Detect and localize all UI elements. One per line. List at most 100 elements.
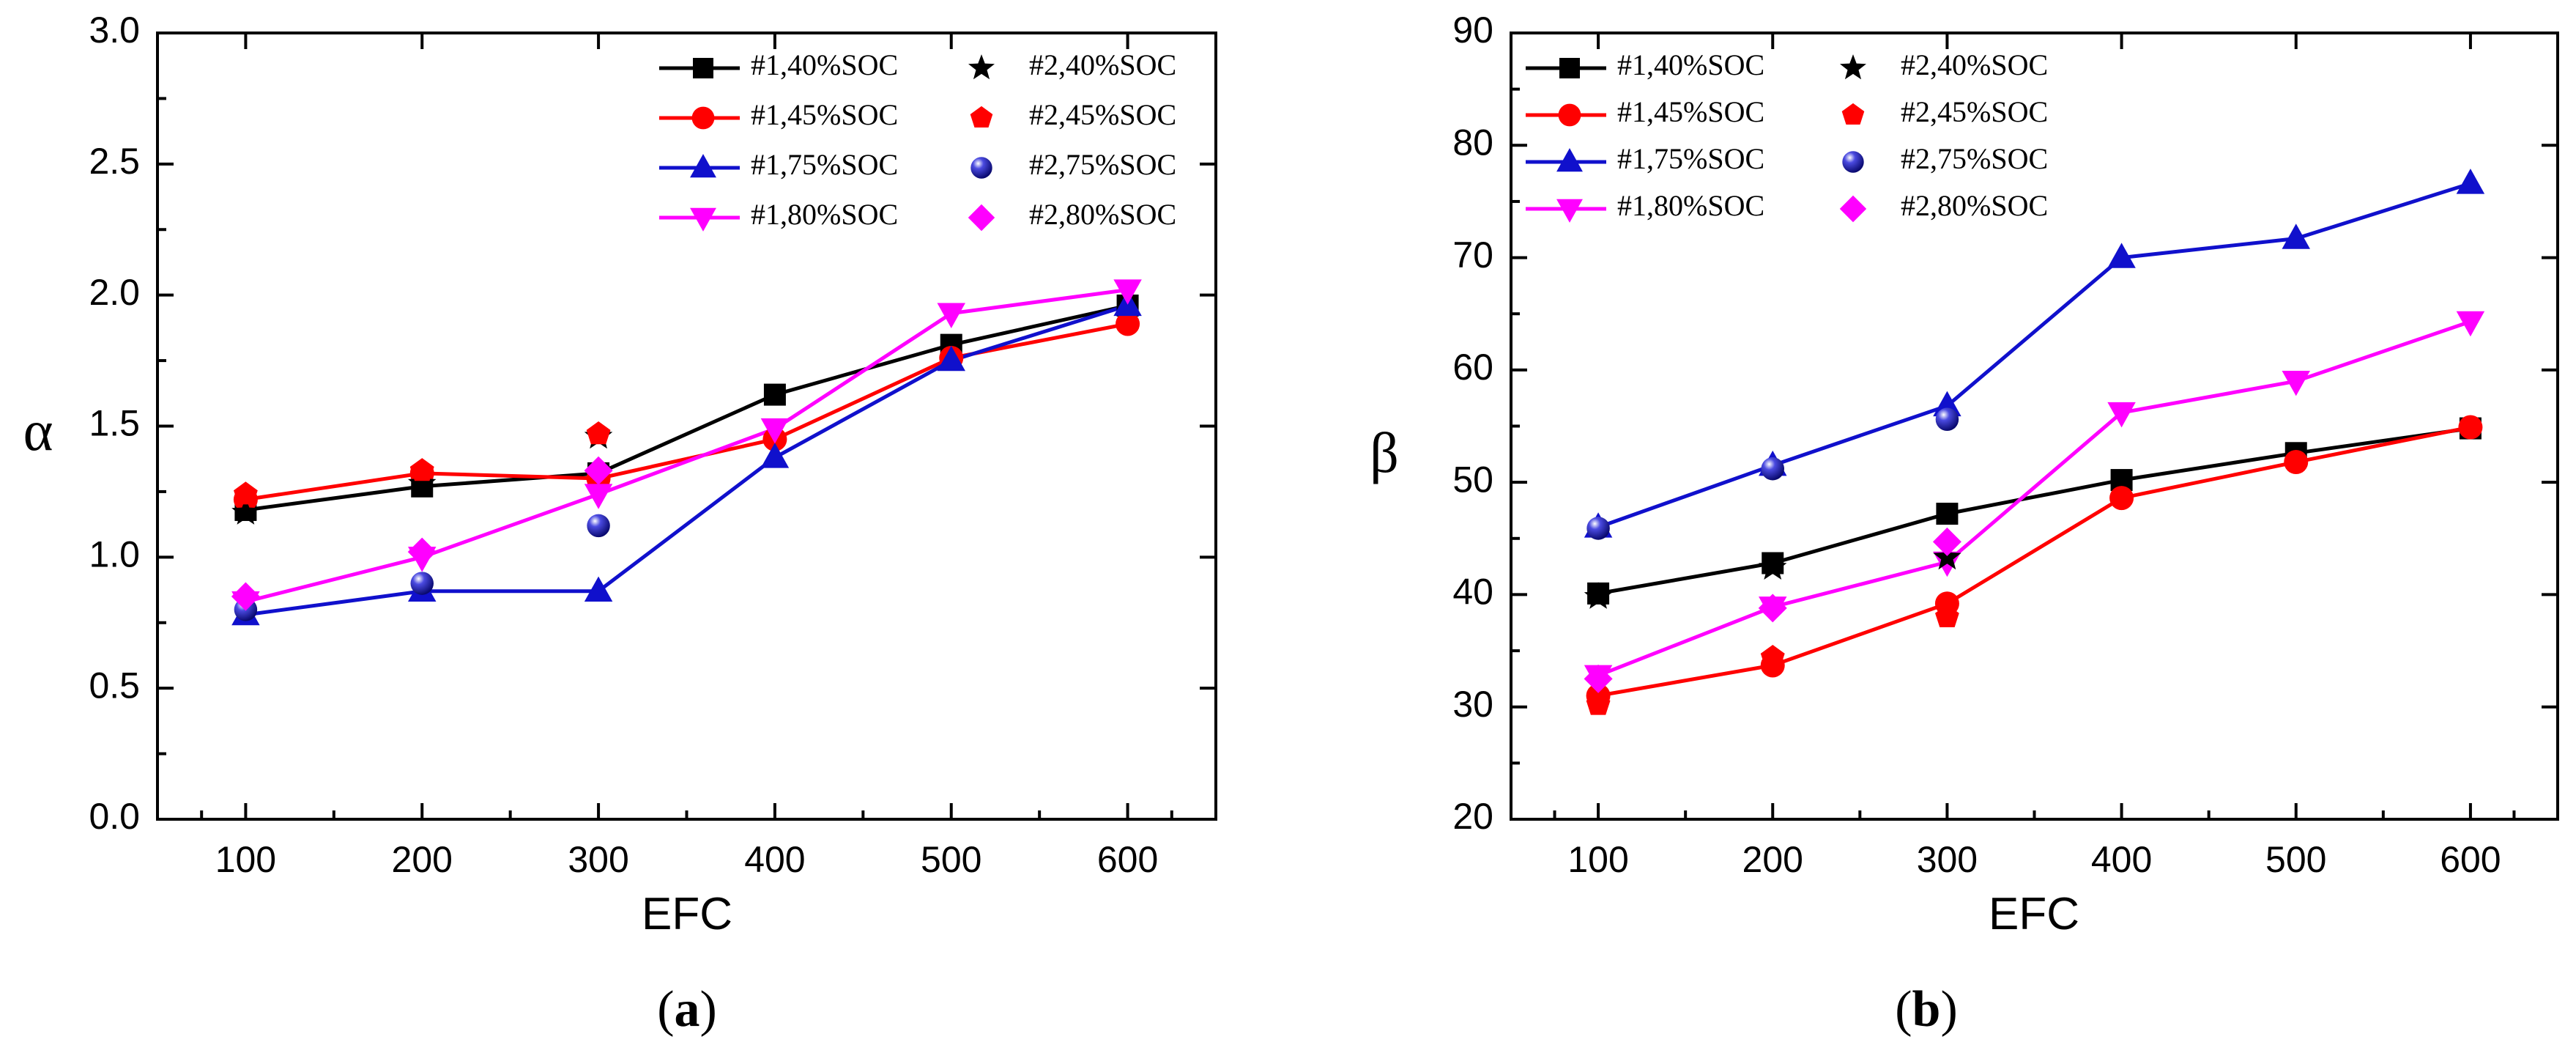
data-point-b-2-4 xyxy=(2282,223,2310,249)
legend-item-b-1: #1,45%SOC xyxy=(1526,95,1764,128)
legend-label-a-6: #2,75%SOC xyxy=(1029,148,1176,181)
legend-marker-b-5 xyxy=(1841,103,1865,125)
x-tick-label-a: 200 xyxy=(392,839,453,880)
data-point-b-4-0 xyxy=(1584,582,1613,609)
legend-label-a-4: #2,40%SOC xyxy=(1029,48,1176,81)
data-point-b-2-3 xyxy=(2107,243,2136,268)
x-tick-label-a: 300 xyxy=(568,839,628,880)
x-tick-label-a: 500 xyxy=(921,839,981,880)
series-line-b-1 xyxy=(1597,425,2471,698)
legend-item-a-4: #2,40%SOC xyxy=(968,48,1176,81)
data-point-a-4-0 xyxy=(231,498,260,525)
legend-label-b-0: #1,40%SOC xyxy=(1617,48,1764,81)
legend-marker-a-5 xyxy=(970,106,993,128)
data-point-b-1-3 xyxy=(2109,486,2134,511)
panel-label-a: (a) xyxy=(657,981,717,1038)
legend-marker-b-4 xyxy=(1840,54,1866,80)
plot-area-b: 100 200 300 400 500 600 20 30 40 50 60 70 80 90 xyxy=(1452,10,2559,880)
legend-marker-a-1 xyxy=(691,106,715,130)
x-axis-label-a: EFC xyxy=(642,889,732,939)
data-point-b-7-2 xyxy=(1932,527,1961,556)
x-axis-label-b: EFC xyxy=(1989,889,2079,939)
x-tick-label-b: 600 xyxy=(2440,839,2501,880)
y-axis-label-a: α xyxy=(23,399,53,462)
legend-item-b-2: #1,75%SOC xyxy=(1526,142,1764,175)
data-point-b-0-2 xyxy=(1936,503,1959,525)
legend-item-b-7: #2,80%SOC xyxy=(1839,189,2048,223)
y-tick-label-b: 60 xyxy=(1452,347,1493,388)
legend-label-a-7: #2,80%SOC xyxy=(1029,198,1176,231)
legend-label-b-2: #1,75%SOC xyxy=(1617,142,1764,175)
data-point-b-4-1 xyxy=(1759,553,1787,580)
x-tick-label-b: 400 xyxy=(2091,839,2152,880)
data-point-b-3-3 xyxy=(2107,402,2136,428)
data-point-b-3-5 xyxy=(2456,311,2485,337)
data-point-a-5-2 xyxy=(586,421,611,445)
legend-a: #1,40%SOC #1,45%SOC #1,75%SOC #1,80%SOC #2,4… xyxy=(659,48,1176,232)
x-tick-label-b: 500 xyxy=(2265,839,2326,880)
series-line-a-2 xyxy=(245,303,1129,617)
legend-item-a-0: #1,40%SOC xyxy=(659,48,898,81)
legend-item-a-3: #1,80%SOC xyxy=(659,198,898,232)
legend-label-b-7: #2,80%SOC xyxy=(1901,189,2048,222)
y-tick-label-a: 0.5 xyxy=(89,665,140,706)
x-tick-label-b: 100 xyxy=(1567,839,1628,880)
data-point-a-3-5 xyxy=(1113,279,1142,305)
legend-b: #1,40%SOC #1,45%SOC #1,75%SOC #1,80%SOC #2,4… xyxy=(1526,48,2048,223)
data-point-a-6-2 xyxy=(587,514,610,538)
data-point-a-2-4 xyxy=(937,345,965,372)
data-point-b-7-1 xyxy=(1758,594,1787,623)
legend-marker-b-7 xyxy=(1839,195,1867,223)
x-tick-label-a: 600 xyxy=(1097,839,1158,880)
y-tick-label-a: 0.0 xyxy=(89,796,140,837)
legend-label-a-0: #1,40%SOC xyxy=(751,48,898,81)
x-tick-label-b: 200 xyxy=(1742,839,1803,880)
data-point-b-3-4 xyxy=(2282,371,2310,396)
series-line-a-3 xyxy=(245,288,1128,604)
legend-label-b-4: #2,40%SOC xyxy=(1901,48,2048,81)
y-tick-label-b: 40 xyxy=(1452,572,1493,613)
x-tick-label-a: 100 xyxy=(215,839,276,880)
legend-item-b-0: #1,40%SOC xyxy=(1526,48,1764,81)
y-tick-label-b: 30 xyxy=(1452,684,1493,725)
legend-label-a-2: #1,75%SOC xyxy=(751,148,898,181)
data-point-a-6-1 xyxy=(410,572,434,595)
legend-label-b-3: #1,80%SOC xyxy=(1617,189,1764,222)
legend-label-b-6: #2,75%SOC xyxy=(1901,142,2048,175)
plot-area-a: 100 200 300 400 500 600 0.0 0.5 1.0 1.5 2.0 2.5 3.0 xyxy=(89,10,1217,880)
y-tick-label-a: 3.0 xyxy=(89,10,140,51)
x-tick-label-a: 400 xyxy=(744,839,805,880)
y-axis-label-b: β xyxy=(1370,421,1399,484)
legend-marker-b-6 xyxy=(1842,151,1864,173)
y-tick-label-a: 1.0 xyxy=(89,534,140,575)
legend-marker-a-6 xyxy=(970,157,992,179)
data-point-a-2-2 xyxy=(584,576,613,602)
legend-marker-a-2 xyxy=(690,154,716,178)
data-point-a-0-3 xyxy=(763,383,786,406)
series-line-b-2 xyxy=(1597,182,2471,529)
legend-marker-a-4 xyxy=(968,54,995,80)
data-point-a-5-1 xyxy=(409,458,434,481)
data-point-b-6-0 xyxy=(1586,517,1610,540)
y-tick-label-a: 1.5 xyxy=(89,403,140,444)
data-point-a-7-0 xyxy=(231,582,260,611)
y-tick-label-b: 70 xyxy=(1452,234,1493,276)
legend-item-a-1: #1,45%SOC xyxy=(659,98,898,131)
y-tick-label-b: 20 xyxy=(1452,796,1493,837)
legend-label-a-3: #1,80%SOC xyxy=(751,198,898,231)
series-line-b-3 xyxy=(1597,319,2471,678)
y-tick-label-a: 2.5 xyxy=(89,141,140,182)
data-point-b-6-2 xyxy=(1935,407,1959,432)
data-point-b-1-5 xyxy=(2458,415,2483,440)
legend-item-a-5: #2,45%SOC xyxy=(970,98,1176,131)
legend-label-b-5: #2,45%SOC xyxy=(1901,95,2048,128)
data-point-a-7-2 xyxy=(584,456,613,485)
series-line-b-0 xyxy=(1597,426,2471,596)
data-point-a-1-5 xyxy=(1116,311,1140,336)
data-point-b-1-4 xyxy=(2284,450,2309,475)
data-point-b-5-0 xyxy=(1586,692,1611,715)
series-line-a-1 xyxy=(245,322,1129,502)
chart-panel-b: 100 200 300 400 500 600 20 30 40 50 60 70 80 90 #1,40… xyxy=(1370,10,2559,1038)
